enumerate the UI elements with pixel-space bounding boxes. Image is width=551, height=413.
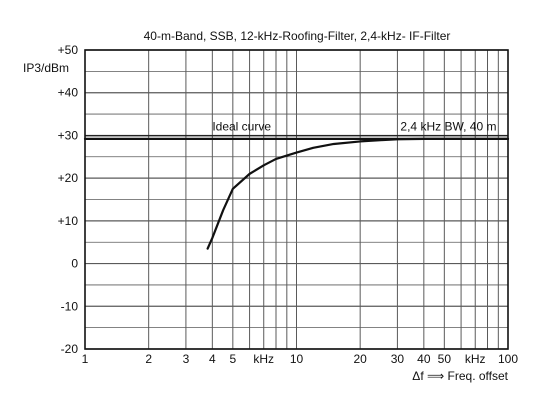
x-tick-label: 100 — [498, 352, 518, 366]
x-tick-label: 40 — [417, 352, 431, 366]
chart-title: 40-m-Band, SSB, 12-kHz-Roofing-Filter, 2… — [144, 29, 451, 43]
x-tick-label: 50 — [438, 352, 452, 366]
x-tick-label: 5 — [229, 352, 236, 366]
x-tick-label: 3 — [183, 352, 190, 366]
x-tick-label: 4 — [209, 352, 216, 366]
x-tick-label: kHz — [253, 352, 274, 366]
x-tick-label: 1 — [82, 352, 89, 366]
series-lines — [83, 135, 510, 250]
x-tick-label: 30 — [391, 352, 405, 366]
tick-labels: +50 +40 +30 +20 +10 0 -10 -201 2 3 4 5 kHz 10 20 30 40 50… — [58, 43, 519, 366]
y-tick-label: -10 — [61, 299, 79, 313]
y-tick-label: -20 — [61, 342, 79, 356]
x-tick-label: kHz — [465, 352, 486, 366]
y-tick-label: +30 — [58, 128, 79, 142]
bw-curve-line — [206, 137, 510, 250]
ideal-curve-label: Ideal curve — [212, 119, 271, 133]
annotations: Ideal curve 2,4 kHz BW, 40 m — [212, 119, 496, 133]
x-axis-label: Δf ⟹ Freq. offset — [412, 369, 508, 383]
x-tick-label: 20 — [353, 352, 367, 366]
axes — [84, 49, 509, 350]
y-tick-label: +50 — [58, 43, 79, 57]
y-tick-label: +40 — [58, 86, 79, 100]
y-tick-label: +10 — [58, 214, 79, 228]
y-tick-label: +20 — [58, 171, 79, 185]
x-tick-label: 2 — [145, 352, 152, 366]
plot-border — [84, 49, 509, 350]
x-tick-label: 10 — [290, 352, 304, 366]
y-tick-label: 0 — [71, 257, 78, 271]
grid — [85, 49, 508, 350]
y-axis-label: IP3/dBm — [23, 61, 69, 75]
bw-label: 2,4 kHz BW, 40 m — [400, 119, 496, 133]
